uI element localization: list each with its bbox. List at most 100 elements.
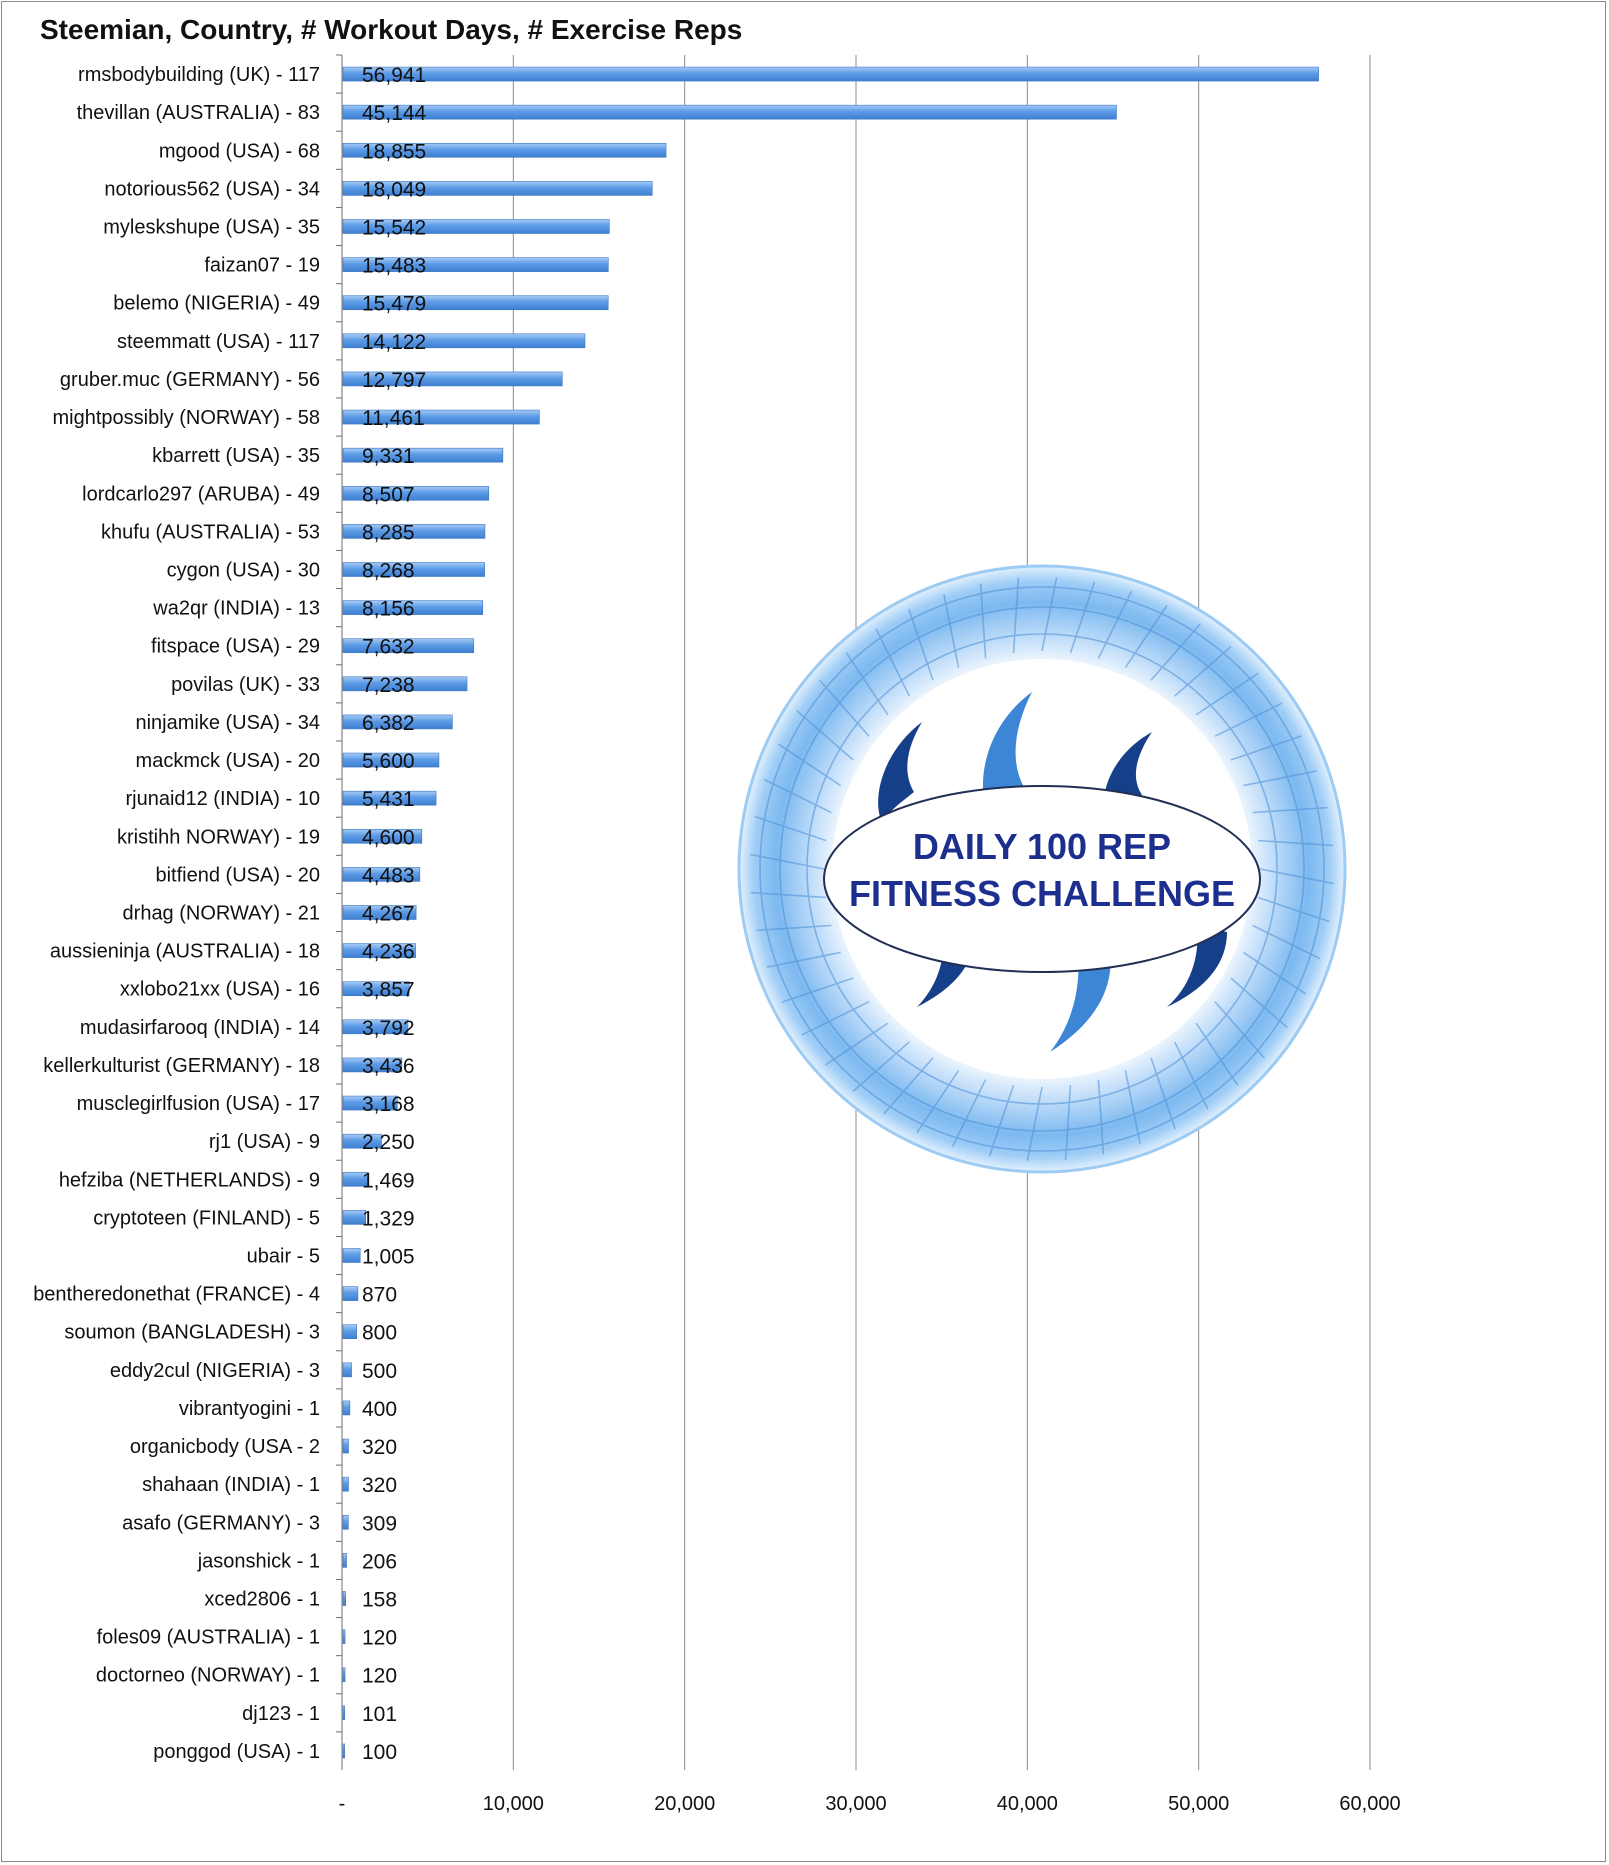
circuit-line xyxy=(1069,581,1096,654)
circuit-line xyxy=(1097,1079,1105,1155)
data-label: 56,941 xyxy=(362,64,426,87)
category-label: povilas (UK) - 33 xyxy=(171,674,320,696)
bar xyxy=(342,66,1319,82)
x-tick-label: 40,000 xyxy=(997,1793,1058,1815)
data-label: 4,600 xyxy=(362,826,415,849)
category-label: kbarrett (USA) - 35 xyxy=(152,445,320,467)
data-label: 7,238 xyxy=(362,674,415,697)
circuit-line xyxy=(1214,1001,1266,1059)
circuit-line xyxy=(1259,868,1334,885)
data-label: 14,122 xyxy=(362,331,426,354)
bar xyxy=(342,1133,382,1149)
data-label: 100 xyxy=(362,1741,397,1764)
data-label: 15,479 xyxy=(362,293,426,316)
data-label: 4,267 xyxy=(362,903,415,926)
circuit-line xyxy=(1242,951,1307,995)
category-label: ponggod (USA) - 1 xyxy=(153,1741,320,1763)
chart-title: Steemian, Country, # Workout Days, # Exe… xyxy=(40,14,743,45)
bar xyxy=(342,1705,346,1721)
x-tick-label: 30,000 xyxy=(825,1793,886,1815)
data-label: 1,005 xyxy=(362,1246,415,1269)
category-label: doctorneo (NORWAY) - 1 xyxy=(96,1665,320,1687)
fin-shape-bottom-right xyxy=(1167,927,1227,1007)
circuit-line xyxy=(1026,1086,1043,1161)
circuit-line xyxy=(1258,839,1334,847)
category-label: cygon (USA) - 30 xyxy=(167,560,320,582)
circuit-line xyxy=(1012,577,1020,653)
data-label: 120 xyxy=(362,1665,397,1688)
category-label: ninjamike (USA) - 34 xyxy=(135,712,320,734)
category-label: wa2qr (INDIA) - 13 xyxy=(152,598,320,620)
circuit-line xyxy=(1150,623,1202,681)
category-label: organicbody (USA - 2 xyxy=(130,1436,320,1458)
logo-circuit-pattern xyxy=(750,577,1334,1161)
circuit-line xyxy=(882,1057,934,1115)
fin-shape-bottom-center xyxy=(1050,947,1111,1052)
bar xyxy=(342,1286,359,1301)
category-label: mackmck (USA) - 20 xyxy=(136,750,320,772)
bar xyxy=(342,943,416,958)
circuit-ring xyxy=(779,606,1305,1132)
category-label: gruber.muc (GERMANY) - 56 xyxy=(60,369,320,391)
bar xyxy=(342,1514,349,1530)
data-label: 18,049 xyxy=(362,178,426,201)
data-label: 45,144 xyxy=(362,102,427,125)
bar xyxy=(342,1743,346,1759)
category-label: cryptoteen (FINLAND) - 5 xyxy=(93,1207,320,1229)
category-label: musclegirlfusion (USA) - 17 xyxy=(77,1093,320,1115)
category-label: xced2806 - 1 xyxy=(204,1589,320,1611)
x-tick-label: 50,000 xyxy=(1168,1793,1229,1815)
circuit-line xyxy=(825,1022,889,1066)
category-label: drhag (NORWAY) - 21 xyxy=(123,903,320,925)
x-tick-label: 20,000 xyxy=(654,1793,715,1815)
circuit-line xyxy=(766,951,841,968)
category-label: myleskshupe (USA) - 35 xyxy=(103,217,320,239)
data-label: 15,483 xyxy=(362,255,426,278)
bar xyxy=(342,1248,361,1263)
data-label: 11,461 xyxy=(362,407,425,430)
category-label: ubair - 5 xyxy=(247,1246,320,1268)
data-label: 8,156 xyxy=(362,598,415,621)
data-label: 3,436 xyxy=(362,1055,415,1078)
data-label: 5,600 xyxy=(362,750,415,773)
axis: - 10,000 20,000 30,000 40,000 50,000 60,000 rms… xyxy=(33,54,1401,1815)
circuit-line xyxy=(818,679,870,737)
bar xyxy=(342,1057,403,1073)
circuit-line xyxy=(979,583,987,659)
fitness-challenge-logo: DAILY 100 REP FITNESS CHALLENGE xyxy=(737,564,1347,1174)
data-label: 1,329 xyxy=(362,1207,415,1230)
category-label: steemmatt (USA) - 117 xyxy=(117,331,320,353)
bar xyxy=(342,1476,349,1492)
bar xyxy=(342,104,1117,120)
circuit-line xyxy=(1252,806,1328,814)
data-label: 320 xyxy=(362,1474,397,1497)
data-label: 2,250 xyxy=(362,1131,415,1154)
category-label: asafo (GERMANY) - 3 xyxy=(122,1512,320,1534)
category-label: faizan07 - 19 xyxy=(204,255,320,277)
bar xyxy=(342,600,484,615)
bar xyxy=(342,1019,409,1035)
circuit-line xyxy=(781,977,854,1003)
category-label: mgood (USA) - 68 xyxy=(159,140,320,162)
category-label: mightpossibly (NORWAY) - 58 xyxy=(53,407,320,429)
circuit-line xyxy=(916,1069,960,1134)
category-label: kellerkulturist (GERMANY) - 18 xyxy=(43,1055,320,1077)
circuit-line xyxy=(1214,702,1283,738)
category-label: vibrantyogini - 1 xyxy=(179,1398,320,1420)
x-tick-label: - xyxy=(339,1793,346,1815)
bars: 56,941 45,144 18,855 18,049 15,542 15,483 15,4… xyxy=(342,64,1319,1764)
bar xyxy=(342,257,609,272)
data-label: 500 xyxy=(362,1360,397,1383)
circuit-line xyxy=(1243,770,1318,787)
circuit-line xyxy=(1230,735,1303,761)
circuit-line xyxy=(1257,896,1330,923)
circuit-line xyxy=(801,1000,870,1036)
category-label: rj1 (USA) - 9 xyxy=(209,1131,320,1153)
bar xyxy=(342,1667,346,1683)
bar xyxy=(342,1629,346,1644)
category-label: foles09 (AUSTRALIA) - 1 xyxy=(97,1627,320,1649)
data-label: 12,797 xyxy=(362,369,426,392)
category-label: lordcarlo297 (ARUBA) - 49 xyxy=(82,483,320,505)
bar xyxy=(342,1553,347,1568)
x-tick-label: 10,000 xyxy=(483,1793,544,1815)
